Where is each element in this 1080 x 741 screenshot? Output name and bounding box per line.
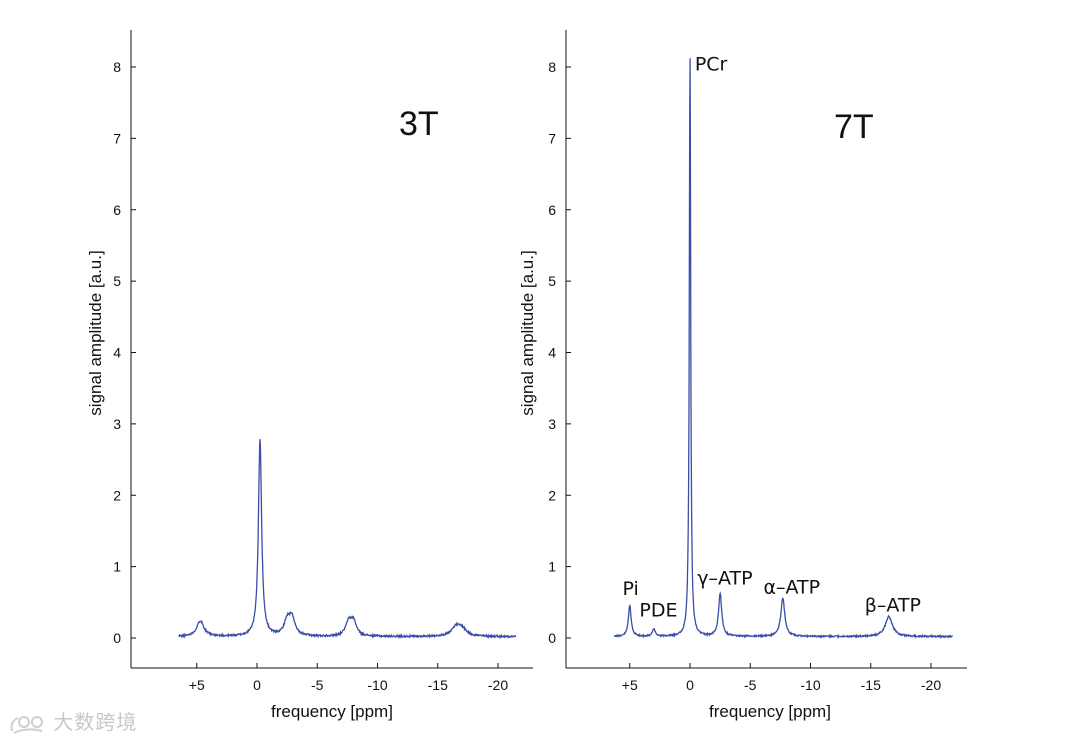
x-tick-label: 0 bbox=[686, 677, 694, 693]
field-strength-label-3t: 3T bbox=[399, 105, 439, 143]
y-tick-label: 7 bbox=[113, 130, 121, 146]
peak-label-pcr: PCr bbox=[695, 54, 728, 76]
y-ticks-3t bbox=[131, 66, 136, 639]
x-tick-label: +5 bbox=[622, 677, 638, 693]
y-tick-label: 0 bbox=[548, 630, 556, 646]
y-axis-label-7t: signal amplitude [a.u.] bbox=[518, 250, 537, 415]
x-ticks-3t bbox=[196, 663, 499, 668]
x-tick-label: -5 bbox=[311, 677, 324, 693]
y-tick-label: 5 bbox=[548, 273, 556, 289]
x-tick-label: -20 bbox=[921, 677, 941, 693]
x-tick-label: -15 bbox=[428, 677, 448, 693]
x-tick-labels-7t: +5 0 -5 -10 -15 -20 bbox=[622, 677, 942, 693]
x-tick-label: -10 bbox=[800, 677, 820, 693]
y-tick-label: 8 bbox=[113, 59, 121, 75]
y-tick-label: 8 bbox=[548, 59, 556, 75]
y-axis-label-3t: signal amplitude [a.u.] bbox=[86, 250, 105, 415]
y-tick-label: 1 bbox=[113, 559, 121, 575]
spectrum-line-7t bbox=[613, 58, 953, 640]
x-tick-label: 0 bbox=[253, 677, 261, 693]
y-tick-label: 4 bbox=[548, 345, 556, 361]
y-tick-label: 2 bbox=[113, 487, 121, 503]
peak-label-gamma-atp: γ–ATP bbox=[697, 567, 752, 589]
y-tick-label: 5 bbox=[113, 273, 121, 289]
field-strength-label-7t: 7T bbox=[834, 108, 874, 146]
peak-label-beta-atp: β–ATP bbox=[865, 595, 921, 617]
y-tick-labels-7t: 0 1 2 3 4 5 6 7 8 bbox=[548, 59, 556, 646]
x-axis-label-7t: frequency [ppm] bbox=[709, 702, 831, 721]
peak-label-alpha-atp: α–ATP bbox=[764, 577, 821, 599]
x-tick-label: +5 bbox=[189, 677, 205, 693]
y-tick-label: 3 bbox=[548, 416, 556, 432]
peak-annotations: PCr Pi PDE γ–ATP α–ATP β–ATP bbox=[623, 54, 921, 622]
peak-label-pi: Pi bbox=[623, 578, 639, 600]
y-tick-label: 2 bbox=[548, 487, 556, 503]
panel-3t: 0 1 2 3 4 5 6 7 8 +5 0 -5 -10 -15 -20 fr bbox=[86, 30, 533, 721]
x-tick-labels-3t: +5 0 -5 -10 -15 -20 bbox=[189, 677, 509, 693]
y-tick-label: 4 bbox=[113, 345, 121, 361]
x-axis-label-3t: frequency [ppm] bbox=[271, 702, 393, 721]
y-tick-label: 6 bbox=[548, 202, 556, 218]
watermark: 大数跨境 bbox=[8, 706, 137, 735]
y-ticks-7t bbox=[566, 66, 571, 639]
y-tick-label: 0 bbox=[113, 630, 121, 646]
x-tick-label: -20 bbox=[488, 677, 508, 693]
watermark-text: 大数跨境 bbox=[53, 710, 138, 734]
y-tick-label: 3 bbox=[113, 416, 121, 432]
x-tick-label: -15 bbox=[861, 677, 881, 693]
x-ticks-7t bbox=[629, 663, 932, 668]
panel-7t: 0 1 2 3 4 5 6 7 8 +5 0 -5 -10 -15 -20 fr bbox=[518, 30, 967, 721]
x-tick-label: -5 bbox=[744, 677, 757, 693]
peak-label-pde: PDE bbox=[639, 600, 677, 622]
spectrum-line-3t bbox=[178, 439, 517, 640]
x-tick-label: -10 bbox=[367, 677, 387, 693]
y-tick-labels-3t: 0 1 2 3 4 5 6 7 8 bbox=[113, 59, 121, 646]
y-tick-label: 6 bbox=[113, 202, 121, 218]
watermark-logo-icon bbox=[10, 715, 43, 734]
y-tick-label: 1 bbox=[548, 559, 556, 575]
y-tick-label: 7 bbox=[548, 130, 556, 146]
